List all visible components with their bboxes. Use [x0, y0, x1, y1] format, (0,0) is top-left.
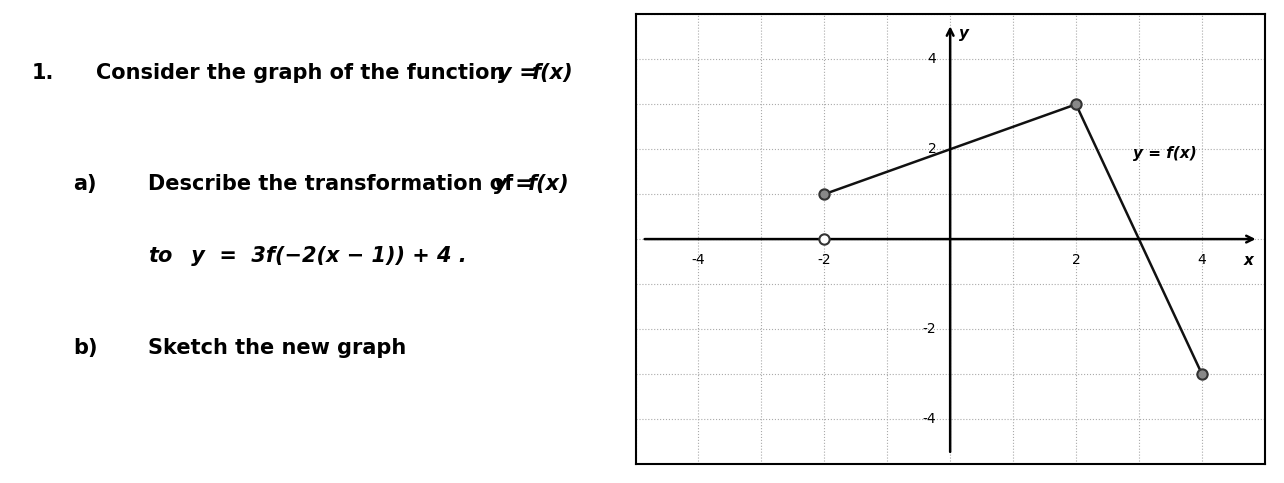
Text: y: y [498, 63, 512, 83]
Point [1066, 100, 1086, 108]
Text: to: to [148, 246, 172, 266]
Text: Sketch the new graph: Sketch the new graph [148, 338, 406, 358]
Text: 4: 4 [1198, 253, 1206, 267]
Text: 2: 2 [927, 142, 936, 156]
Text: y  =  3f(−2(x − 1)) + 4 .: y = 3f(−2(x − 1)) + 4 . [184, 246, 466, 266]
Text: 4: 4 [927, 53, 936, 66]
Text: 2: 2 [1072, 253, 1080, 267]
Point [814, 190, 835, 198]
Text: 1.: 1. [32, 63, 54, 83]
Text: Describe the transformation of: Describe the transformation of [148, 174, 520, 194]
Text: =: = [512, 63, 544, 83]
Text: y: y [494, 174, 508, 194]
Text: y = f(x): y = f(x) [1132, 146, 1197, 161]
Text: a): a) [73, 174, 96, 194]
Text: -2: -2 [923, 322, 936, 336]
Text: f(x): f(x) [528, 174, 569, 194]
Text: -4: -4 [692, 253, 705, 267]
Text: b): b) [73, 338, 98, 358]
Text: -4: -4 [923, 412, 936, 426]
Text: f(x): f(x) [532, 63, 573, 83]
Text: =: = [508, 174, 541, 194]
Text: -2: -2 [818, 253, 831, 267]
Point [1192, 370, 1212, 378]
Text: y: y [959, 26, 969, 41]
Text: x: x [1244, 254, 1254, 269]
Text: Consider the graph of the function: Consider the graph of the function [96, 63, 512, 83]
Point [814, 235, 835, 243]
